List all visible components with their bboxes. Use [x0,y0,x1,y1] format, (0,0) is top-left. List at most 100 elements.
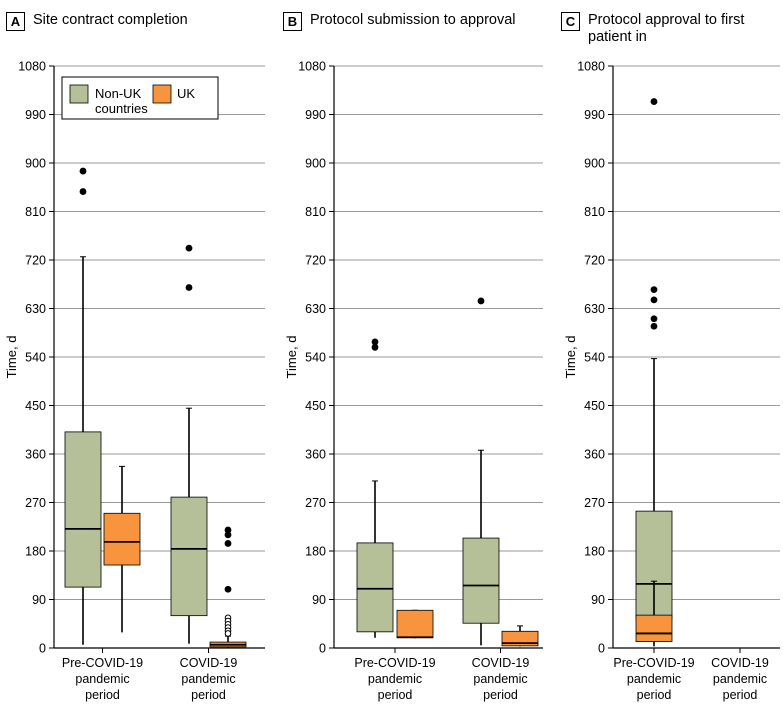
y-tick-label: 1080 [577,60,605,74]
y-tick-label: 90 [312,593,326,607]
outlier-point [650,322,658,330]
outlier-point [185,284,193,291]
box-non-uk-1 [170,244,208,644]
y-tick-label: 900 [305,157,326,171]
outlier-point [650,315,658,323]
outlier-point [477,297,485,305]
box-non-uk-0 [64,167,102,645]
panel-c-title-line-1: Protocol approval to first [588,12,745,28]
y-tick-label: 0 [319,642,326,656]
box-iqr [462,537,500,624]
x-tick-label: period [85,688,120,702]
legend-label-non-uk: Non-UK [95,86,142,101]
y-tick-label: 810 [25,205,46,219]
x-tick-label: period [483,688,518,702]
y-axis-label: Time, d [4,336,19,379]
y-tick-label: 630 [25,302,46,316]
panel-c-title-line-2: patient in [588,29,647,45]
box-iqr [170,496,208,617]
box-uk-0 [635,580,673,642]
outlier-point [224,540,232,547]
x-tick-label: pandemic [713,672,767,686]
box-iqr [356,542,394,633]
y-axis-label: Time, d [284,336,299,379]
panel-c-letter: C [561,12,580,31]
y-tick-label: 1080 [18,60,46,74]
outlier-point [224,531,232,539]
y-tick-label: 900 [25,157,46,171]
x-tick-label: COVID-19 [472,656,530,670]
y-tick-label: 900 [584,157,605,171]
y-tick-label: 90 [591,593,605,607]
x-tick-label: period [378,688,413,702]
y-tick-label: 540 [25,351,46,365]
box-iqr [64,431,102,588]
legend-label-uk: UK [177,86,195,101]
outlier-point [371,343,379,351]
y-tick-label: 630 [305,302,326,316]
y-tick-label: 540 [584,351,605,365]
legend-label-non-uk: countries [95,101,148,116]
outlier-point [79,167,87,175]
y-tick-label: 990 [584,108,605,122]
y-tick-label: 810 [305,205,326,219]
outlier-point [371,338,379,346]
panel-b-title: Protocol submission to approval [310,12,516,28]
y-tick-label: 450 [584,399,605,413]
outlier-point [650,296,658,304]
y-tick-label: 720 [25,254,46,268]
box-iqr [501,630,539,647]
legend-swatch-non-uk [69,84,89,104]
y-tick-label: 450 [25,399,46,413]
panel-c-header: C Protocol approval to first patient in [561,12,744,46]
y-tick-label: 90 [32,593,46,607]
x-tick-label: pandemic [368,672,422,686]
panel-a-letter: A [6,12,25,31]
y-tick-label: 270 [584,496,605,510]
outlier-point [650,98,658,105]
box-non-uk-1 [462,297,500,646]
box-iqr [103,512,141,566]
y-tick-label: 270 [25,496,46,510]
x-tick-label: pandemic [75,672,129,686]
x-tick-label: period [191,688,226,702]
box-non-uk-0 [635,98,673,647]
y-tick-label: 360 [305,448,326,462]
panel-a-header: A Site contract completion [6,12,188,31]
x-tick-label: pandemic [181,672,235,686]
y-axis-label: Time, d [563,336,578,379]
box-iqr [396,609,434,639]
y-tick-label: 1080 [298,60,326,74]
outlier-point [650,286,658,294]
y-tick-label: 270 [305,496,326,510]
y-tick-label: 540 [305,351,326,365]
x-tick-label: pandemic [473,672,527,686]
x-tick-label: pandemic [627,672,681,686]
box-uk-1 [209,526,247,648]
panel-b-header: B Protocol submission to approval [283,12,516,31]
outlier-point [224,526,232,534]
outlier-point [79,188,87,195]
box-iqr [635,614,673,642]
x-tick-label: COVID-19 [711,656,769,670]
box-uk-0 [103,465,141,633]
y-tick-label: 360 [584,448,605,462]
y-tick-label: 720 [584,254,605,268]
box-uk-1 [501,625,539,647]
x-tick-label: period [637,688,672,702]
panel-c-plot: 0 90 180 270 360 450 540 630 720 810 900 990 1080 Tim… [563,60,780,702]
panel-c-title: Protocol approval to first patient in [588,12,744,46]
y-tick-label: 0 [39,642,46,656]
y-tick-label: 630 [584,302,605,316]
y-tick-label: 810 [584,205,605,219]
y-tick-label: 360 [25,448,46,462]
panel-b-letter: B [283,12,302,31]
y-tick-label: 180 [305,545,326,559]
x-tick-label: period [723,688,758,702]
x-tick-label: Pre-COVID-19 [354,656,435,670]
panel-a-plot: 0 90 180 270 360 450 540 630 720 810 900 990 1080 Tim… [4,60,265,702]
y-tick-label: 450 [305,399,326,413]
outlier-point [185,244,193,252]
